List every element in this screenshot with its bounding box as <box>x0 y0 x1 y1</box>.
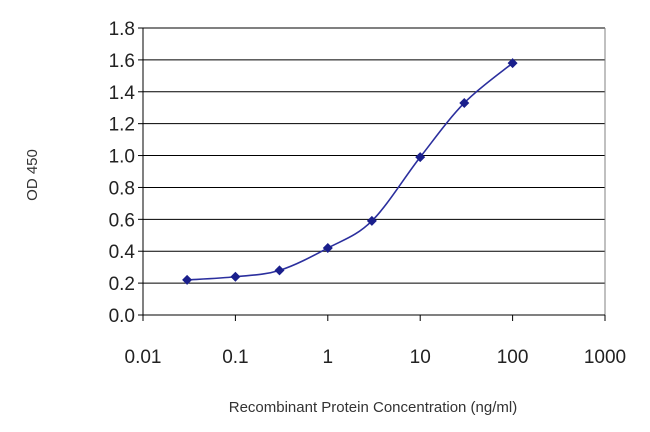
data-point <box>459 97 470 108</box>
data-point <box>507 58 518 69</box>
y-tick-label: 0.0 <box>109 306 135 327</box>
data-point <box>182 274 193 285</box>
x-tick-label: 1000 <box>584 347 626 368</box>
x-tick-label: 1 <box>323 347 334 368</box>
y-tick-labels: 0.0 0.2 0.4 0.6 0.8 1.0 1.2 1.4 1.6 1.8 <box>109 19 136 327</box>
y-tick-label: 0.8 <box>109 178 135 199</box>
grid-lines <box>143 27 605 284</box>
axes <box>138 27 606 321</box>
y-tick-label: 0.2 <box>109 274 135 295</box>
y-tick-label: 1.8 <box>109 19 135 40</box>
data-point <box>322 243 333 254</box>
y-tick-label: 0.6 <box>109 210 135 231</box>
y-tick-label: 1.4 <box>109 83 136 104</box>
x-axis-title: Recombinant Protein Concentration (ng/ml… <box>229 399 517 416</box>
x-tick-label: 0.1 <box>222 347 248 368</box>
data-point <box>274 265 285 276</box>
y-axis-title: OD 450 <box>24 149 41 201</box>
x-tick-label: 100 <box>497 347 529 368</box>
y-tick-label: 1.0 <box>109 147 135 168</box>
x-tick-labels: 0.01 0.1 1 10 100 1000 <box>125 347 627 368</box>
data-point <box>366 215 377 226</box>
y-tick-label: 1.6 <box>109 51 135 72</box>
x-tick-label: 10 <box>410 347 431 368</box>
x-tick-label: 0.01 <box>125 347 162 368</box>
series-line <box>187 62 514 281</box>
y-tick-label: 0.4 <box>109 242 136 263</box>
y-tick-label: 1.2 <box>109 115 135 136</box>
data-point <box>230 271 241 282</box>
plot-series <box>182 58 518 285</box>
data-point <box>415 152 426 163</box>
